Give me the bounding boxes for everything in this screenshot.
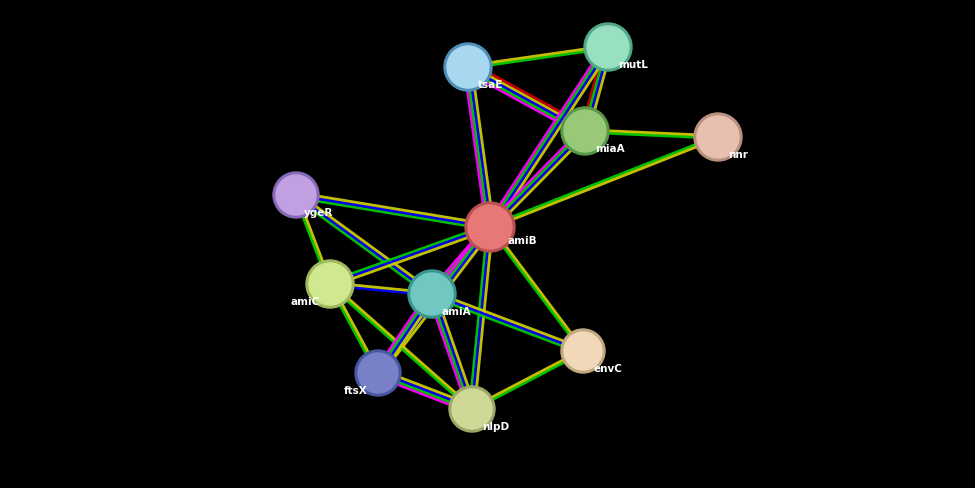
Text: miaA: miaA <box>595 143 625 154</box>
Circle shape <box>309 264 351 305</box>
Text: nnr: nnr <box>728 150 748 160</box>
Circle shape <box>587 27 629 69</box>
Text: ygeR: ygeR <box>304 207 333 218</box>
Circle shape <box>306 261 354 308</box>
Circle shape <box>408 270 456 318</box>
Circle shape <box>449 386 495 432</box>
Circle shape <box>444 44 492 92</box>
Circle shape <box>561 108 609 156</box>
Circle shape <box>273 173 319 219</box>
Circle shape <box>358 353 398 393</box>
Text: amiC: amiC <box>291 296 320 306</box>
Circle shape <box>276 176 316 216</box>
Circle shape <box>411 273 453 315</box>
Circle shape <box>694 114 742 162</box>
Circle shape <box>697 117 739 159</box>
Circle shape <box>452 389 492 429</box>
Circle shape <box>355 350 401 396</box>
Text: amiB: amiB <box>508 236 537 245</box>
Text: mutL: mutL <box>618 60 647 70</box>
Circle shape <box>584 24 632 72</box>
Text: amiA: amiA <box>442 306 472 316</box>
Circle shape <box>564 332 602 370</box>
Text: ftsX: ftsX <box>344 385 368 395</box>
Circle shape <box>465 203 515 252</box>
Text: nlpD: nlpD <box>482 421 509 431</box>
Text: envC: envC <box>593 363 622 373</box>
Circle shape <box>447 47 489 89</box>
Circle shape <box>564 111 606 153</box>
Text: tsaE: tsaE <box>478 80 503 90</box>
Circle shape <box>468 205 512 249</box>
Circle shape <box>561 329 605 373</box>
